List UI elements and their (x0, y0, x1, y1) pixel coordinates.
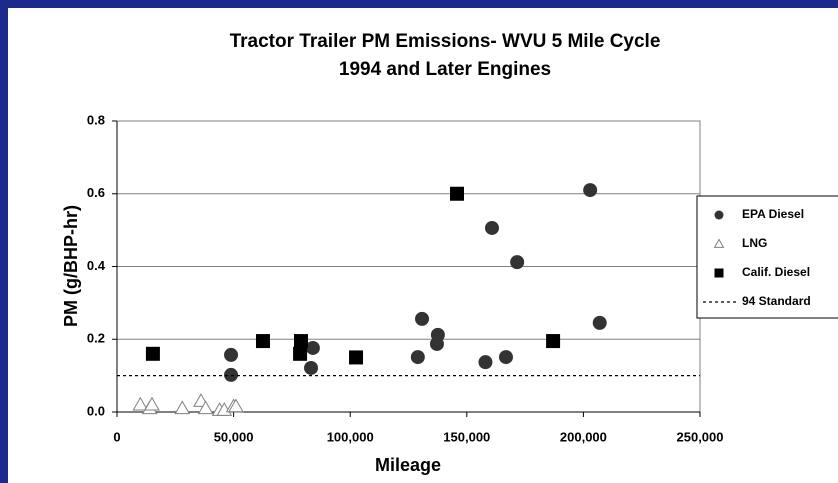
y-axis-label: PM (g/BHP-hr) (61, 205, 81, 327)
data-point (410, 350, 425, 365)
x-tick-label: 0 (113, 429, 120, 444)
data-point (255, 334, 270, 349)
data-point (197, 400, 214, 415)
data-point (304, 360, 319, 375)
chart-subtitle: 1994 and Later Engines (339, 59, 551, 80)
data-point (132, 396, 149, 411)
y-tick-label: 0.0 (87, 403, 105, 418)
x-tick-label: 200,000 (560, 429, 607, 444)
data-point (583, 183, 598, 198)
data-point (478, 355, 493, 370)
y-tick-label: 0.6 (87, 185, 105, 200)
legend-label: LNG (742, 236, 767, 250)
data-point (498, 350, 513, 365)
legend-symbol (714, 210, 724, 220)
x-tick-label: 100,000 (327, 429, 374, 444)
data-point (174, 400, 191, 415)
y-tick-label: 0.2 (87, 331, 105, 346)
y-tick-label: 0.4 (87, 258, 106, 273)
data-point (510, 255, 525, 270)
data-point (145, 346, 160, 361)
x-axis-label: Mileage (375, 455, 441, 475)
data-point (293, 346, 308, 361)
data-point (592, 315, 607, 330)
data-point (415, 311, 430, 326)
legend-symbol (714, 268, 724, 278)
data-point (349, 350, 364, 365)
legend-symbol (713, 238, 725, 248)
data-point (228, 398, 244, 413)
x-tick-label: 150,000 (443, 429, 490, 444)
x-tick-label: 250,000 (677, 429, 724, 444)
data-point (484, 220, 499, 235)
data-point (305, 340, 320, 355)
y-tick-label: 0.8 (87, 112, 105, 127)
legend-label: EPA Diesel (742, 207, 804, 221)
data-point (144, 396, 160, 411)
chart-title: Tractor Trailer PM Emissions- WVU 5 Mile… (230, 31, 661, 52)
data-point (224, 347, 239, 362)
legend-label: Calif. Diesel (742, 265, 810, 279)
data-point (450, 186, 465, 201)
x-tick-label: 50,000 (214, 429, 254, 444)
data-point (224, 367, 239, 382)
data-point (546, 334, 561, 349)
legend-label: 94 Standard (742, 294, 811, 308)
data-point (429, 336, 444, 351)
data-point (293, 334, 308, 349)
